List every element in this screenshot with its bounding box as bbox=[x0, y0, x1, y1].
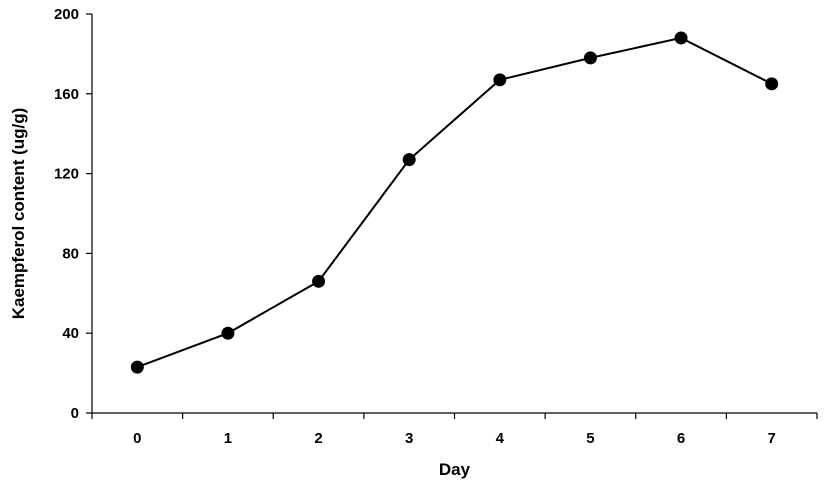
series-line bbox=[136, 36, 773, 369]
x-tick-label: 1 bbox=[224, 430, 232, 447]
series-layer bbox=[130, 31, 779, 374]
x-tick-label: 5 bbox=[586, 430, 594, 447]
y-tick-label: 160 bbox=[54, 86, 79, 103]
data-point bbox=[221, 326, 235, 340]
data-point bbox=[674, 31, 688, 45]
data-point bbox=[402, 153, 416, 167]
y-tick-label: 120 bbox=[54, 166, 79, 183]
data-point bbox=[765, 77, 779, 91]
x-tick-label: 6 bbox=[677, 430, 685, 447]
y-axis-title: Kaempferol content (ug/g) bbox=[9, 108, 28, 320]
data-point bbox=[493, 73, 507, 87]
plot-area: 0 40 80 120 160 200 0 1 2 3 4 5 6 7 bbox=[54, 6, 818, 447]
x-axis-title: Day bbox=[439, 460, 471, 479]
y-tick-label: 80 bbox=[62, 245, 79, 262]
x-axis-ticks: 0 1 2 3 4 5 6 7 bbox=[91, 413, 818, 447]
x-tick-label: 4 bbox=[496, 430, 505, 447]
data-point bbox=[583, 51, 597, 65]
data-point bbox=[312, 274, 326, 288]
y-tick-label: 0 bbox=[71, 405, 79, 422]
y-tick-label: 200 bbox=[54, 6, 79, 23]
x-tick-label: 0 bbox=[133, 430, 141, 447]
x-tick-label: 3 bbox=[405, 430, 413, 447]
x-tick-label: 2 bbox=[314, 430, 322, 447]
data-point bbox=[130, 360, 144, 374]
y-axis-ticks: 0 40 80 120 160 200 bbox=[54, 6, 92, 422]
y-tick-label: 40 bbox=[62, 325, 79, 342]
x-tick-label: 7 bbox=[768, 430, 776, 447]
